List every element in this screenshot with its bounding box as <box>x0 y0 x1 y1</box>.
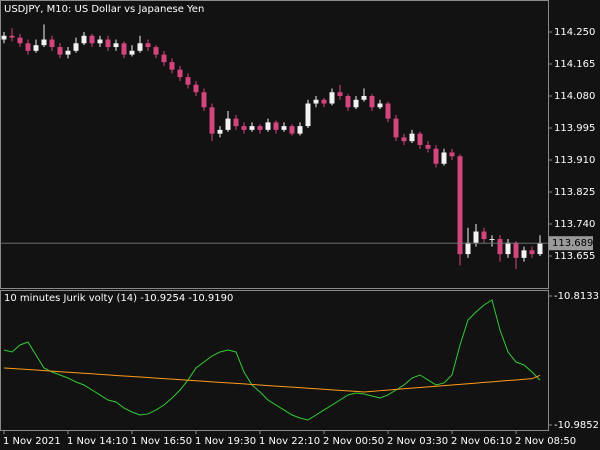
candle-body <box>145 43 151 48</box>
candle-body <box>481 231 487 240</box>
candle-body <box>337 92 343 96</box>
candle-body <box>433 148 439 164</box>
candle-body <box>297 126 303 134</box>
candle-body <box>321 99 327 104</box>
candle-body <box>209 107 215 134</box>
current-price-box <box>549 236 593 251</box>
y-tick-label: 113.825 <box>554 187 595 198</box>
candle-body <box>113 43 119 48</box>
indicator-title: 10 minutes Jurik volty (14) -10.9254 -10… <box>4 293 233 304</box>
candle-body <box>281 126 287 130</box>
x-tick-label: 2 Nov 03:30 <box>387 436 448 447</box>
candle-body <box>73 43 79 51</box>
candle-body <box>9 35 15 38</box>
candle-body <box>505 242 511 255</box>
candle-body <box>1 35 7 40</box>
candle-body <box>121 43 127 55</box>
candle-body <box>33 45 39 51</box>
candle-body <box>153 47 159 55</box>
candle-body <box>305 103 311 127</box>
candle-body <box>529 250 535 255</box>
candle-body <box>217 129 223 134</box>
candle-body <box>177 69 183 78</box>
candle-body <box>329 92 335 104</box>
candle-body <box>345 96 351 108</box>
candle-body <box>273 122 279 130</box>
candle-body <box>97 39 103 44</box>
candle-body <box>89 35 95 44</box>
candle-body <box>409 133 415 142</box>
candle-body <box>289 126 295 134</box>
indicator-panel-frame <box>0 290 549 431</box>
y-tick-label: -10.8133 <box>554 291 599 302</box>
y-tick-label: 113.910 <box>554 155 595 166</box>
candle-body <box>513 242 519 258</box>
indicator-line <box>3 299 541 421</box>
indicator-line <box>3 367 541 393</box>
candle-body <box>265 122 271 130</box>
candle-body <box>129 50 135 55</box>
y-tick-label: -10.9852 <box>554 420 599 431</box>
x-tick-label: 1 Nov 19:30 <box>195 436 256 447</box>
candle-body <box>201 92 207 108</box>
candle-body <box>369 96 375 108</box>
candle-body <box>105 39 111 48</box>
x-tick-label: 1 Nov 16:50 <box>131 436 192 447</box>
candle-body <box>385 103 391 119</box>
y-tick-label: 113.995 <box>554 123 595 134</box>
x-tick-label: 2 Nov 00:50 <box>323 436 384 447</box>
candle-body <box>449 152 455 157</box>
candle-body <box>377 103 383 108</box>
x-tick-label: 1 Nov 14:10 <box>67 436 128 447</box>
candle-body <box>361 96 367 100</box>
candle-body <box>353 99 359 108</box>
y-tick-label: 114.250 <box>554 27 595 38</box>
candle-body <box>313 99 319 104</box>
candle-body <box>25 43 31 51</box>
candle-body <box>225 118 231 130</box>
candle-body <box>65 50 71 55</box>
candle-body <box>249 126 255 130</box>
candle-body <box>417 133 423 145</box>
current-price-label: 113.689 <box>552 238 593 249</box>
candle-body <box>193 84 199 93</box>
candle-body <box>233 118 239 127</box>
x-tick-label: 2 Nov 08:50 <box>515 436 576 447</box>
y-tick-label: 113.655 <box>554 251 595 262</box>
x-tick-label: 1 Nov 2021 <box>3 436 61 447</box>
candle-body <box>57 47 63 55</box>
candle-body <box>441 152 447 164</box>
candle-body <box>137 43 143 51</box>
candle-body <box>465 242 471 255</box>
price-panel-frame <box>0 0 549 289</box>
candle-body <box>425 144 431 149</box>
candle-body <box>473 231 479 243</box>
candle-body <box>81 35 87 44</box>
candle-body <box>489 239 495 241</box>
candle-body <box>393 118 399 138</box>
candle-body <box>185 77 191 85</box>
candle-body <box>169 62 175 70</box>
candle-body <box>241 126 247 130</box>
candle-body <box>537 243 543 255</box>
y-tick-label: 114.080 <box>554 91 595 102</box>
candle-body <box>401 137 407 142</box>
candle-body <box>497 239 503 255</box>
x-tick-label: 2 Nov 06:10 <box>451 436 512 447</box>
x-tick-label: 1 Nov 22:10 <box>259 436 320 447</box>
candle-body <box>521 250 527 258</box>
y-tick-label: 114.165 <box>554 59 595 70</box>
candle-body <box>457 156 463 255</box>
candle-body <box>17 37 23 44</box>
candle-body <box>41 39 47 46</box>
y-tick-label: 113.740 <box>554 219 595 230</box>
candle-body <box>161 54 167 63</box>
chart-title: USDJPY, M10: US Dollar vs Japanese Yen <box>4 4 204 15</box>
candle-body <box>257 126 263 130</box>
candle-body <box>49 39 55 48</box>
